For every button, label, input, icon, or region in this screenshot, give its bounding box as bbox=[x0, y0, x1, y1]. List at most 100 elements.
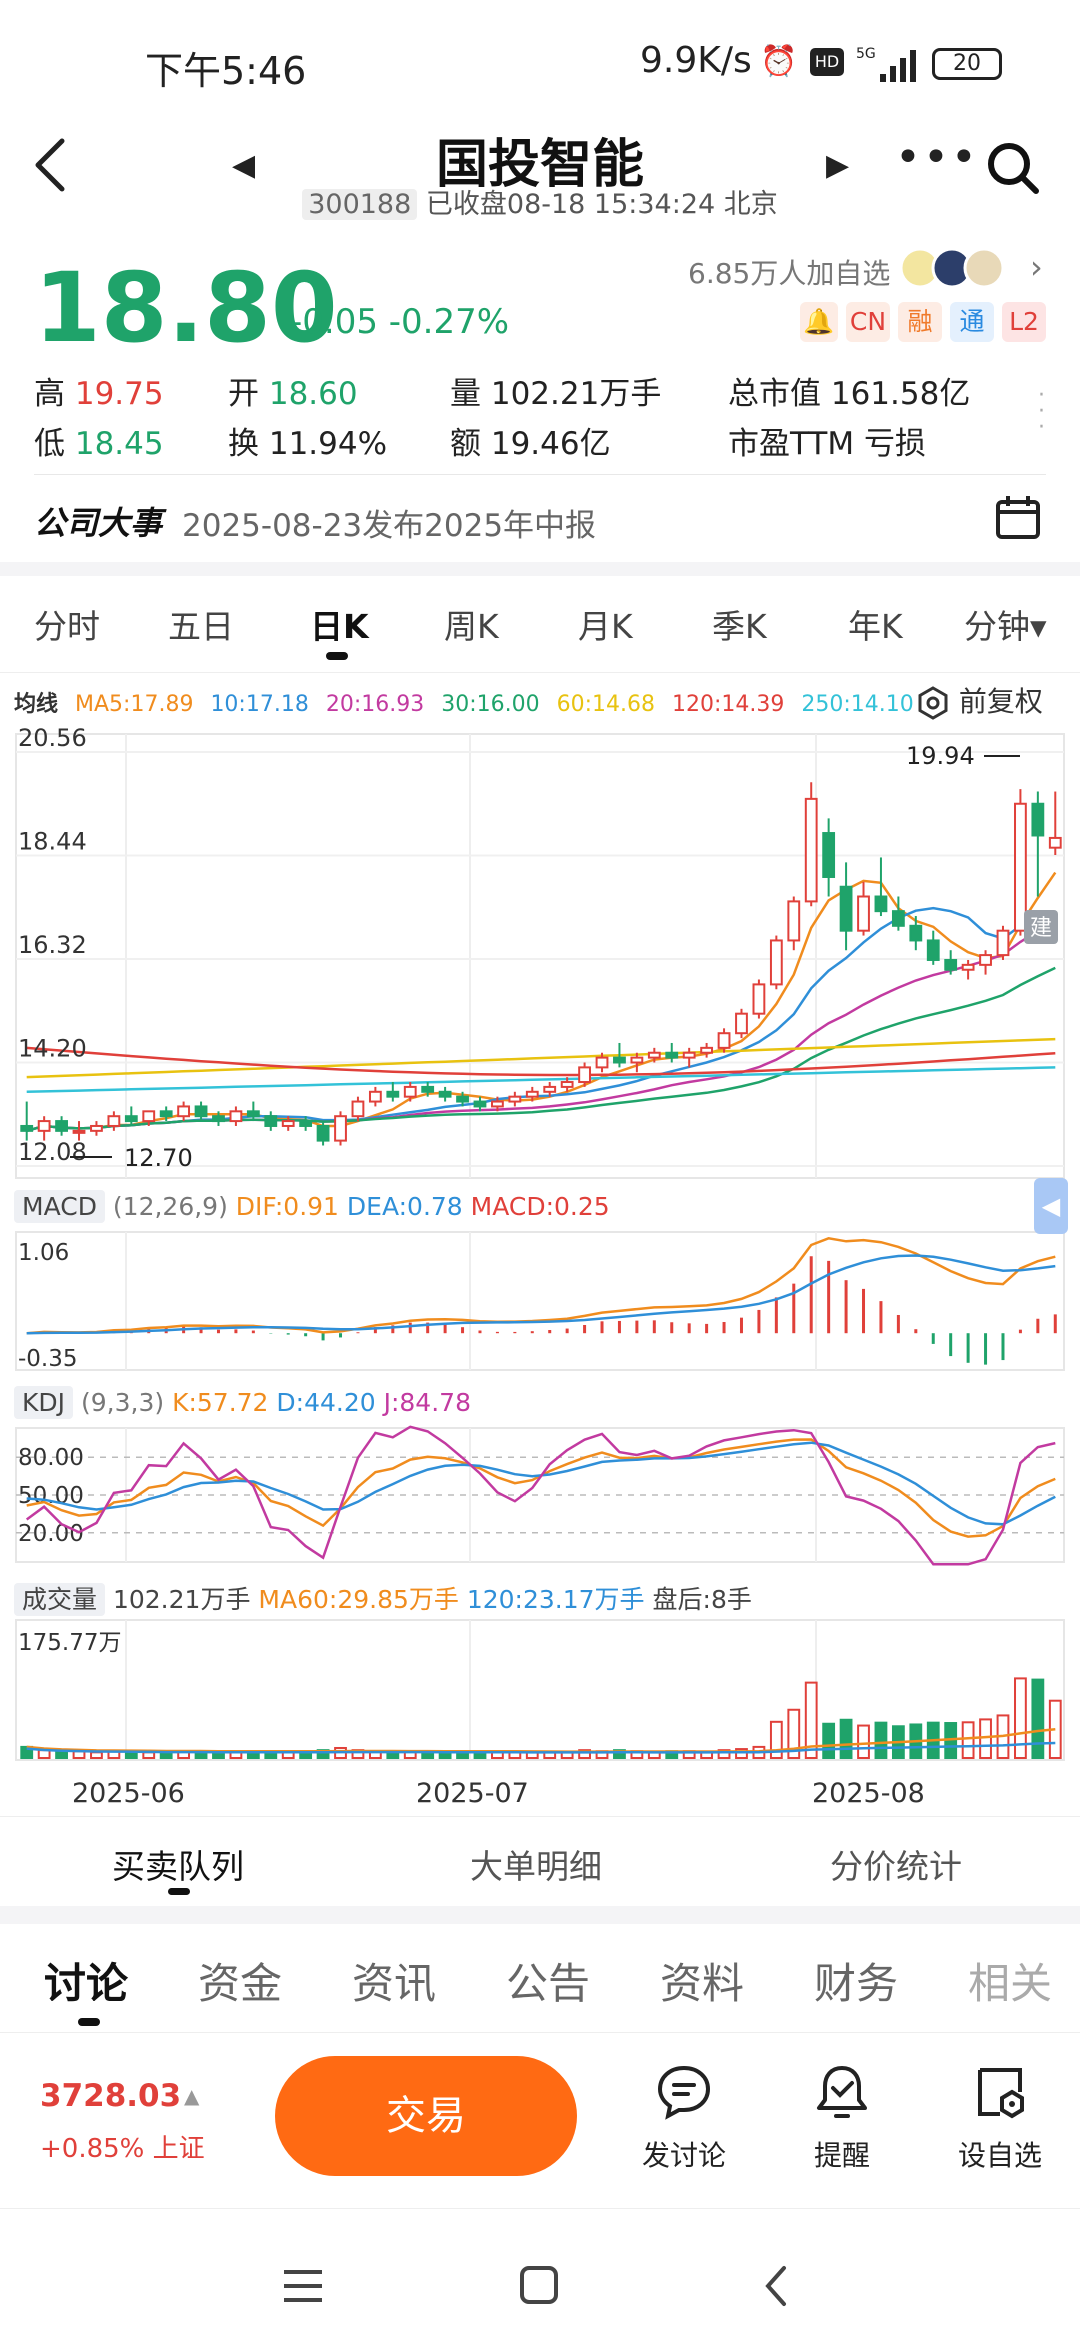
candle-body[interactable] bbox=[891, 910, 905, 927]
watcher-avatars[interactable] bbox=[899, 246, 1010, 290]
tag-connect[interactable]: 通 bbox=[950, 302, 994, 342]
search-icon[interactable] bbox=[985, 140, 1041, 196]
candle-body[interactable] bbox=[804, 797, 818, 903]
candle-body[interactable] bbox=[491, 1100, 504, 1108]
candle-body[interactable] bbox=[769, 939, 783, 986]
collapse-panel-button[interactable]: ◀ bbox=[1034, 1178, 1068, 1234]
tab-big-orders[interactable]: 大单明细 bbox=[470, 1847, 602, 1886]
company-event-text[interactable]: 2025-08-23发布2025年中报 bbox=[182, 508, 597, 544]
candle-body[interactable] bbox=[1014, 802, 1027, 932]
candle-body[interactable] bbox=[421, 1085, 435, 1093]
tab-quarterly-k[interactable]: 季K bbox=[712, 607, 767, 646]
candle-body[interactable] bbox=[682, 1051, 696, 1059]
candle-body[interactable] bbox=[37, 1120, 51, 1132]
adjust-label[interactable]: 前复权 bbox=[958, 685, 1043, 718]
candle-body[interactable] bbox=[909, 924, 923, 942]
candle-body[interactable] bbox=[857, 895, 870, 932]
post-discussion-label[interactable]: 发讨论 bbox=[641, 2139, 726, 2172]
bell-icon[interactable]: 🔔 bbox=[800, 302, 838, 342]
candle-body[interactable] bbox=[159, 1110, 173, 1118]
candle-body[interactable] bbox=[1048, 836, 1062, 849]
index-change[interactable]: +0.85% 上证 bbox=[40, 2134, 205, 2164]
candle-body[interactable] bbox=[647, 1051, 661, 1059]
candle-body[interactable] bbox=[961, 963, 975, 971]
chevron-right-icon[interactable]: › bbox=[1030, 248, 1043, 286]
kdj-label[interactable]: KDJ bbox=[14, 1386, 74, 1419]
candle-body[interactable] bbox=[386, 1090, 400, 1098]
candle-body[interactable] bbox=[578, 1066, 591, 1084]
tab-minute[interactable]: 分钟▾ bbox=[964, 607, 1047, 646]
candle-body[interactable] bbox=[299, 1120, 313, 1127]
candle-body[interactable] bbox=[55, 1120, 68, 1132]
tag-cn[interactable]: CN bbox=[846, 302, 890, 342]
tag-margin[interactable]: 融 bbox=[898, 302, 942, 342]
candle-body[interactable] bbox=[351, 1100, 365, 1118]
adjust-button[interactable]: 前复权 bbox=[916, 680, 1043, 720]
tab-daily-k[interactable]: 日K bbox=[310, 607, 369, 646]
tab-monthly-k[interactable]: 月K bbox=[578, 607, 633, 646]
index-value[interactable]: 3728.03 bbox=[40, 2078, 182, 2114]
candle-body[interactable] bbox=[334, 1115, 347, 1142]
more-icon[interactable]: ••• bbox=[895, 132, 979, 183]
volume-label[interactable]: 成交量 bbox=[14, 1583, 106, 1616]
company-event-label[interactable]: 公司大事 bbox=[34, 504, 163, 542]
candle-body[interactable] bbox=[20, 1124, 34, 1132]
tab-announcements[interactable]: 公告 bbox=[506, 1959, 591, 2008]
home-icon[interactable] bbox=[520, 2266, 558, 2304]
watchers-count[interactable]: 6.85万人加自选 bbox=[688, 257, 891, 290]
candle-body[interactable] bbox=[194, 1105, 208, 1118]
menu-icon[interactable] bbox=[284, 2270, 322, 2302]
candle-body[interactable] bbox=[665, 1051, 679, 1059]
candle-body[interactable] bbox=[264, 1115, 278, 1127]
tab-discussion[interactable]: 讨论 bbox=[44, 1959, 129, 2008]
tab-yearly-k[interactable]: 年K bbox=[848, 607, 903, 646]
candle-body[interactable] bbox=[787, 900, 801, 942]
candle-body[interactable] bbox=[316, 1124, 330, 1142]
tab-order-queue[interactable]: 买卖队列 bbox=[112, 1847, 244, 1886]
candle-body[interactable] bbox=[229, 1110, 243, 1123]
macd-params[interactable]: (12,26,9) bbox=[112, 1192, 228, 1221]
candle-body[interactable] bbox=[281, 1120, 295, 1127]
tab-related[interactable]: 相关 bbox=[968, 1959, 1053, 2008]
candle-body[interactable] bbox=[979, 954, 992, 966]
post-discussion-button[interactable]: 发讨论 bbox=[624, 2062, 744, 2174]
candle-body[interactable] bbox=[735, 1012, 748, 1035]
k-line-chart[interactable]: 20.56 18.44 16.32 14.20 12.08 19.94 12.70 建 1.0… bbox=[0, 720, 1080, 1810]
candle-body[interactable] bbox=[525, 1090, 539, 1098]
candle-body[interactable] bbox=[124, 1115, 138, 1123]
tab-weekly-k[interactable]: 周K bbox=[444, 607, 499, 646]
build-badge[interactable] bbox=[1024, 910, 1058, 944]
candle-body[interactable] bbox=[822, 832, 836, 878]
more-stats-icon[interactable]: · · · bbox=[1038, 383, 1045, 440]
candle-body[interactable] bbox=[874, 895, 888, 913]
tab-news[interactable]: 资讯 bbox=[352, 1959, 437, 2008]
macd-label[interactable]: MACD bbox=[14, 1190, 105, 1223]
tab-funds[interactable]: 资金 bbox=[198, 1959, 283, 2008]
build-badge-text[interactable]: 建 bbox=[1030, 916, 1052, 941]
alert-button[interactable]: 提醒 bbox=[782, 2062, 902, 2174]
candle-body[interactable] bbox=[72, 1129, 86, 1134]
candle-body[interactable] bbox=[926, 939, 940, 961]
kdj-params[interactable]: (9,3,3) bbox=[80, 1388, 165, 1417]
tab-financials[interactable]: 财务 bbox=[814, 1959, 899, 2008]
tab-price-stats[interactable]: 分价统计 bbox=[830, 1847, 962, 1886]
candle-body[interactable] bbox=[508, 1095, 522, 1103]
next-stock-button[interactable]: ▶ bbox=[826, 148, 850, 183]
trade-button[interactable]: 交易 bbox=[275, 2056, 577, 2176]
add-watchlist-button[interactable]: 设自选 bbox=[940, 2062, 1060, 2174]
candle-body[interactable] bbox=[456, 1095, 469, 1103]
candle-body[interactable] bbox=[368, 1090, 382, 1103]
candle-body[interactable] bbox=[560, 1081, 574, 1088]
candle-body[interactable] bbox=[1031, 802, 1045, 837]
candle-body[interactable] bbox=[107, 1115, 121, 1127]
candle-body[interactable] bbox=[438, 1090, 452, 1098]
candle-body[interactable] bbox=[403, 1085, 417, 1098]
back-nav-icon[interactable] bbox=[765, 2266, 786, 2306]
prev-stock-button[interactable]: ◀ bbox=[232, 148, 256, 183]
candle-body[interactable] bbox=[839, 885, 853, 932]
triangle-up-icon[interactable]: ▲ bbox=[184, 2084, 200, 2108]
alert-label[interactable]: 提醒 bbox=[813, 2139, 870, 2172]
candle-body[interactable] bbox=[595, 1056, 609, 1069]
tab-five-day[interactable]: 五日 bbox=[168, 607, 234, 646]
candle-body[interactable] bbox=[543, 1085, 557, 1093]
